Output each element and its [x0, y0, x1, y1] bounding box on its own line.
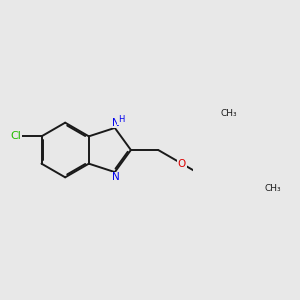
Text: N: N — [112, 118, 120, 128]
Text: Cl: Cl — [10, 131, 21, 141]
Text: N: N — [112, 172, 120, 182]
Text: O: O — [178, 159, 186, 169]
Text: CH₃: CH₃ — [221, 109, 238, 118]
Text: CH₃: CH₃ — [265, 184, 281, 194]
Text: H: H — [118, 115, 124, 124]
